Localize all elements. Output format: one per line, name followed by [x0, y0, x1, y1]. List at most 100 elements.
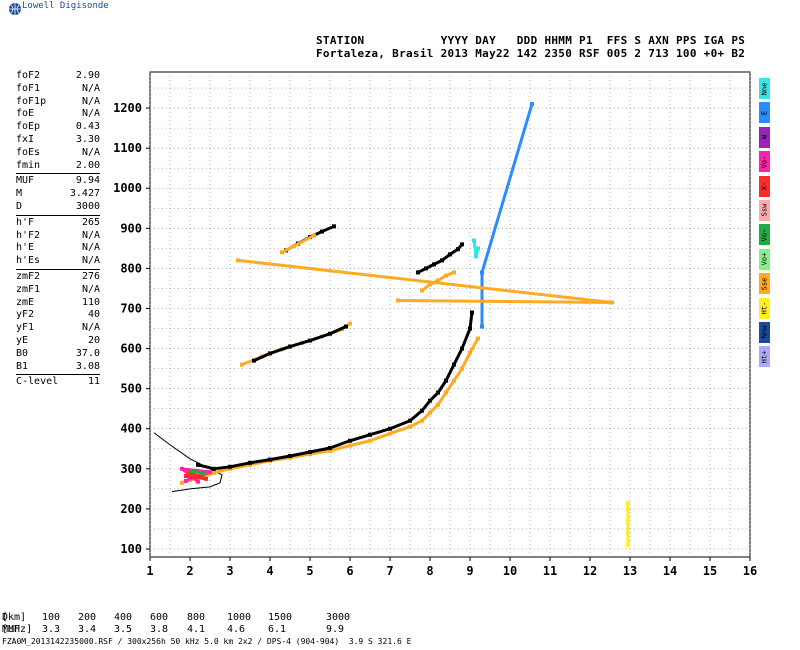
- param-value: 2.00: [75, 159, 100, 171]
- legend-item-nnw: Nnw: [759, 321, 770, 343]
- param-row-fof1: foF1 N/A: [16, 83, 100, 96]
- param-separator: [16, 214, 100, 216]
- trace-segment-misc-cyan: [472, 240, 478, 257]
- param-value: 0.43: [75, 121, 100, 133]
- trace-point-misc-blue: [480, 324, 484, 329]
- trace-point-vertical-line: [626, 500, 630, 505]
- param-value: 3000: [75, 200, 100, 212]
- x-tick-label: 10: [503, 564, 517, 578]
- trace-segment-o-trace-f: [349, 439, 371, 448]
- param-value: N/A: [81, 322, 100, 334]
- muf-cell: 1000: [227, 612, 252, 623]
- param-value: N/A: [81, 82, 100, 94]
- param-row-foep: foEp 0.43: [16, 121, 100, 134]
- trace-segment-o-trace-f: [329, 444, 351, 453]
- x-tick-label: 5: [306, 564, 313, 578]
- trace-segment-x-trace-f: [369, 427, 391, 437]
- param-value: N/A: [81, 146, 100, 158]
- trace-segment-low-cluster-red: [185, 474, 207, 481]
- trace-segment-o-trace-f: [452, 367, 464, 382]
- param-row-foes: foEs N/A: [16, 147, 100, 160]
- trace-segment-x-trace-f: [468, 312, 474, 329]
- legend-item-ht-: Ht-: [759, 297, 770, 319]
- param-row-h-e: h'E N/A: [16, 242, 100, 255]
- param-label: foEs: [16, 146, 41, 158]
- param-label: zmF2: [16, 270, 41, 282]
- legend-label: W: [760, 135, 768, 140]
- polarization-legend: Nne E W Vo- X- Ssw Vo- Vo+ Sse Ht- Nnw Ht+: [759, 78, 770, 371]
- muf-cell: 100: [42, 612, 61, 623]
- trace-segment-x-trace-f: [452, 347, 464, 366]
- x-tick-label: 11: [543, 564, 557, 578]
- muf-cell: 3.4: [78, 624, 97, 635]
- trace-segment-2f-x: [329, 325, 347, 336]
- x-tick-label: 16: [743, 564, 757, 578]
- muf-cell: 400: [114, 612, 133, 623]
- x-tick-label: 8: [426, 564, 433, 578]
- scaled-parameters-panel: foF2 2.90 foF1 N/A foF1p N/A foE N/A foEp 0.43 fxI…: [16, 70, 100, 389]
- param-label: h'F: [16, 216, 35, 228]
- legend-item-vo-: Vo+: [759, 248, 770, 270]
- param-row-fof2: foF2 2.90: [16, 70, 100, 83]
- y-tick-label: 1000: [113, 181, 142, 195]
- y-tick-label: 1200: [113, 101, 142, 115]
- x-tick-label: 4: [266, 564, 273, 578]
- param-row-foe: foE N/A: [16, 108, 100, 121]
- legend-item-vo-: Vo-: [759, 151, 770, 173]
- trace-segment-o-trace-f: [436, 391, 448, 406]
- muf-row-label: MUF: [2, 624, 21, 635]
- trace-segment-o-trace-f: [213, 467, 231, 475]
- param-separator: [16, 374, 100, 376]
- trace-segment-misc-blue: [480, 103, 534, 273]
- file-info-footer: FZA0M_2013142235000.RSF / 300x256h 50 kH…: [2, 637, 412, 646]
- param-value: 9.94: [75, 175, 100, 187]
- trace-segment-2f-x: [309, 332, 331, 342]
- param-row-ye: yE 20: [16, 335, 100, 348]
- param-row-muf: MUF 9.94: [16, 175, 100, 188]
- param-label: M: [16, 188, 23, 200]
- param-value: 2.90: [75, 70, 100, 81]
- param-value: 37.0: [75, 347, 100, 359]
- param-value: N/A: [81, 283, 100, 295]
- legend-item-ht-: Ht+: [759, 346, 770, 368]
- muf-cell: 3.8: [150, 624, 169, 635]
- trace-segment-stray: [397, 298, 613, 304]
- trace-point-2f-o: [348, 321, 352, 326]
- y-tick-label: 300: [120, 462, 142, 476]
- legend-label: X-: [760, 181, 768, 191]
- y-tick-label: 900: [120, 221, 142, 235]
- param-label: C-level: [16, 376, 59, 388]
- trace-segment-o-trace-f: [229, 463, 251, 471]
- trace-segment-stray: [237, 258, 613, 304]
- param-row-d: D 3000: [16, 201, 100, 214]
- y-tick-label: 400: [120, 422, 142, 436]
- param-value: 40: [87, 309, 100, 321]
- legend-label: Ht+: [760, 350, 768, 364]
- trace-segment-o-trace-f: [460, 351, 472, 370]
- muf-row-label: D: [2, 612, 9, 623]
- trace-segment-o-trace-f: [468, 337, 480, 354]
- trace-segment-2f-x: [253, 352, 271, 362]
- trace-segment-x-trace-f: [460, 327, 472, 350]
- param-value: 3.08: [75, 360, 100, 372]
- trace-segment-x-trace-f: [269, 454, 291, 462]
- y-tick-label: 100: [120, 542, 142, 556]
- trace-point-o-trace-f: [476, 336, 480, 341]
- legend-label: E: [760, 110, 768, 115]
- legend-item-w: W: [759, 126, 770, 148]
- muf-cell: 600: [150, 612, 169, 623]
- brand-name: Lowell Digisonde: [22, 1, 109, 11]
- muf-cell: 3.5: [114, 624, 133, 635]
- param-label: foF1p: [16, 95, 47, 107]
- legend-label: Vo-: [760, 228, 768, 242]
- trace-segment-2f-x: [269, 345, 291, 355]
- legend-item-ssw: Ssw: [759, 199, 770, 221]
- muf-row-unit: [km]: [2, 612, 27, 623]
- x-tick-label: 2: [186, 564, 193, 578]
- param-value: 3.30: [75, 133, 100, 145]
- legend-item-sse: Sse: [759, 273, 770, 295]
- x-tick-label: 6: [346, 564, 353, 578]
- y-tick-label: 200: [120, 502, 142, 516]
- x-tick-label: 3: [226, 564, 233, 578]
- trace-segment-x-trace-f: [229, 461, 251, 469]
